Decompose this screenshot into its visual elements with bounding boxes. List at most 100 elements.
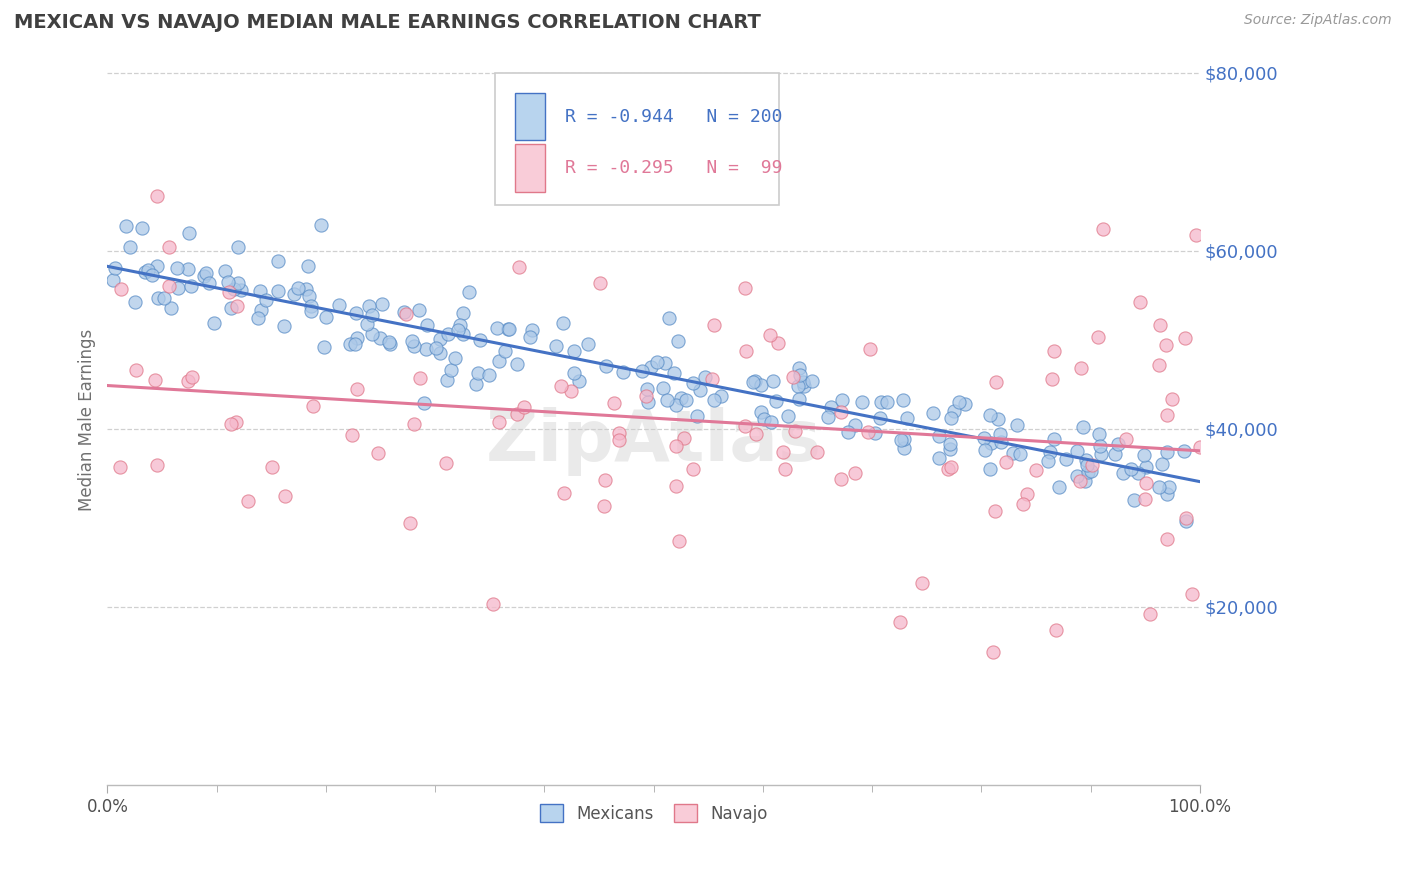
Point <box>177 262 200 277</box>
Point <box>177 374 200 388</box>
Text: Source: ZipAtlas.com: Source: ZipAtlas.com <box>1244 13 1392 28</box>
Point <box>221 417 243 432</box>
Point <box>544 339 567 353</box>
Point <box>668 533 690 548</box>
Point <box>1115 432 1137 446</box>
Point <box>131 221 153 235</box>
Point <box>1157 480 1180 494</box>
Point <box>682 376 704 390</box>
Point <box>1036 454 1059 468</box>
Point <box>1076 458 1098 472</box>
Point <box>979 409 1001 423</box>
Point <box>980 436 1002 450</box>
Point <box>273 318 295 333</box>
Point <box>295 282 318 296</box>
Point <box>1139 607 1161 621</box>
Point <box>856 425 879 439</box>
Point <box>1042 343 1064 358</box>
Point <box>734 281 756 295</box>
Point <box>434 456 457 470</box>
Point <box>893 432 915 446</box>
Point <box>110 282 132 296</box>
Legend: Mexicans, Navajo: Mexicans, Navajo <box>531 796 776 831</box>
Point <box>1135 475 1157 490</box>
Point <box>152 291 174 305</box>
Point <box>157 278 180 293</box>
Point <box>160 301 183 315</box>
Point <box>478 368 501 382</box>
Point <box>609 425 631 440</box>
Point <box>465 377 488 392</box>
Point <box>1042 432 1064 446</box>
Point <box>891 392 914 407</box>
Point <box>793 379 815 393</box>
Point <box>124 295 146 310</box>
Point <box>703 392 725 407</box>
Point <box>990 434 1012 449</box>
Point <box>1156 444 1178 458</box>
Point <box>787 378 810 392</box>
Point <box>505 357 527 371</box>
Point <box>340 427 363 442</box>
Point <box>870 395 893 409</box>
Point <box>742 375 765 389</box>
Point <box>772 444 794 458</box>
Point <box>675 393 697 408</box>
Point <box>1088 439 1111 453</box>
Point <box>817 409 839 424</box>
Point <box>896 411 918 425</box>
Point <box>751 405 773 419</box>
Point <box>157 240 180 254</box>
Point <box>631 363 654 377</box>
Point <box>228 240 250 254</box>
Point <box>609 433 631 447</box>
Text: MEXICAN VS NAVAJO MEDIAN MALE EARNINGS CORRELATION CHART: MEXICAN VS NAVAJO MEDIAN MALE EARNINGS C… <box>14 13 761 32</box>
Point <box>576 336 599 351</box>
Point <box>136 262 159 277</box>
Text: R = -0.944   N = 200: R = -0.944 N = 200 <box>565 108 783 126</box>
Point <box>1008 447 1031 461</box>
Point <box>703 318 725 332</box>
Point <box>425 342 447 356</box>
Point <box>181 370 204 384</box>
Point <box>778 409 800 424</box>
Point <box>564 343 586 358</box>
Point <box>298 288 321 302</box>
Point <box>603 396 626 410</box>
Point <box>1012 497 1035 511</box>
Point <box>595 359 617 373</box>
Point <box>315 310 337 325</box>
Point <box>1091 222 1114 236</box>
Point <box>984 504 1007 518</box>
Point <box>267 253 290 268</box>
Point <box>645 355 668 369</box>
Point <box>1161 392 1184 406</box>
Point <box>415 318 437 332</box>
Point <box>637 395 659 409</box>
Point <box>450 318 472 332</box>
Point <box>254 293 277 307</box>
Point <box>413 395 436 409</box>
Point <box>792 375 814 389</box>
Point <box>702 372 724 386</box>
Point <box>401 334 423 348</box>
Point <box>1156 532 1178 546</box>
Point <box>1112 466 1135 480</box>
Point <box>550 378 572 392</box>
Point <box>981 645 1004 659</box>
Point <box>468 333 491 347</box>
Bar <box>515 93 546 140</box>
Point <box>246 311 269 326</box>
Point <box>217 275 239 289</box>
Point <box>844 417 866 432</box>
Point <box>759 415 782 429</box>
Point <box>789 368 811 382</box>
Point <box>1173 443 1195 458</box>
FancyBboxPatch shape <box>495 73 779 204</box>
Point <box>987 411 1010 425</box>
Point <box>693 370 716 384</box>
Point <box>226 299 249 313</box>
Point <box>103 273 125 287</box>
Point <box>744 374 766 388</box>
Point <box>820 400 842 414</box>
